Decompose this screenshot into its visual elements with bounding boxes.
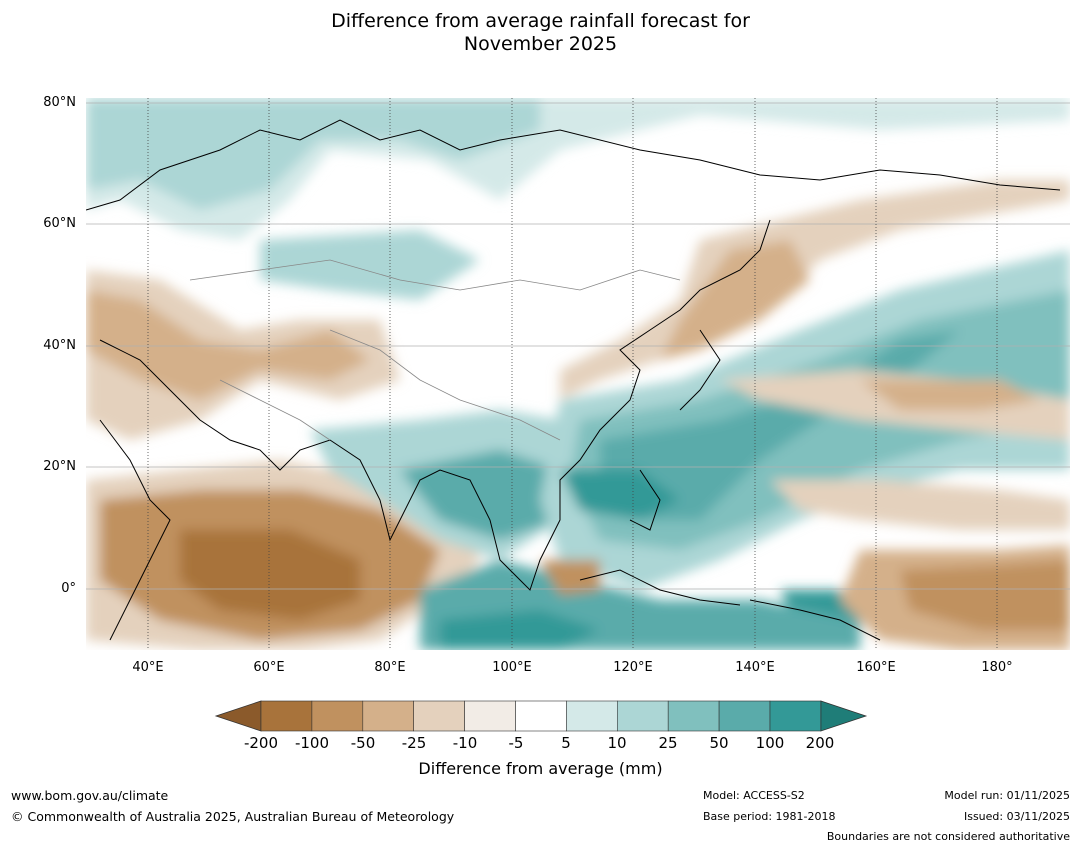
colorbar-swatch — [718, 700, 771, 732]
base-period-text: Base period: 1981-2018 — [703, 810, 836, 823]
colorbar-tick: 200 — [805, 734, 835, 752]
colorbar-tick: -50 — [350, 734, 376, 752]
colorbar-tick: 25 — [658, 734, 678, 752]
colorbar-label: Difference from average (mm) — [418, 759, 663, 778]
lat-label-0: 0° — [61, 581, 76, 596]
colorbar — [214, 700, 868, 732]
coastlines — [86, 119, 1061, 641]
colorbar-swatch — [413, 700, 465, 732]
title-line-1: Difference from average rainfall forecas… — [331, 10, 750, 32]
lon-label-80e: 80°E — [374, 660, 406, 675]
lon-label-60e: 60°E — [253, 660, 285, 675]
lon-label-160e: 160°E — [856, 660, 896, 675]
colorbar-swatch — [362, 700, 414, 732]
lon-label-120e: 120°E — [613, 660, 653, 675]
colorbar-extend-low — [214, 700, 262, 732]
longitude-gridlines — [147, 98, 998, 650]
colorbar-tick: -100 — [294, 734, 330, 752]
lon-label-180: 180° — [981, 660, 1013, 675]
colorbar-swatch — [769, 700, 822, 732]
colorbar-swatch — [515, 700, 567, 732]
map-fill — [86, 98, 1070, 650]
colorbar-tick: -25 — [401, 734, 427, 752]
lat-label-60n: 60°N — [43, 216, 76, 231]
lat-label-80n: 80°N — [43, 95, 76, 110]
lat-label-40n: 40°N — [43, 338, 76, 353]
colorbar-swatch — [616, 700, 669, 732]
disclaimer-text: Boundaries are not considered authoritat… — [826, 830, 1070, 843]
lon-label-140e: 140°E — [735, 660, 775, 675]
colorbar-swatch — [464, 700, 516, 732]
issued-text: Issued: 03/11/2025 — [963, 810, 1070, 823]
colorbar-tick: -10 — [452, 734, 478, 752]
model-run-text: Model run: 01/11/2025 — [944, 789, 1070, 802]
model-text: Model: ACCESS-S2 — [703, 789, 805, 802]
latitude-gridlines — [86, 102, 1070, 590]
colorbar-tick: 100 — [755, 734, 785, 752]
lat-label-20n: 20°N — [43, 459, 76, 474]
colorbar-swatch — [260, 700, 313, 732]
copyright-text: © Commonwealth of Australia 2025, Austra… — [11, 809, 455, 824]
colorbar-extend-high — [820, 700, 868, 732]
title-line-2: November 2025 — [463, 33, 618, 55]
lon-label-40e: 40°E — [132, 660, 164, 675]
colorbar-tick: -200 — [243, 734, 279, 752]
country-borders — [189, 259, 681, 441]
lon-label-100e: 100°E — [492, 660, 532, 675]
colorbar-swatch — [566, 700, 618, 732]
website-link[interactable]: www.bom.gov.au/climate — [11, 788, 169, 803]
colorbar-tick: 5 — [561, 734, 571, 752]
colorbar-tick: 10 — [607, 734, 627, 752]
colorbar-tick: -5 — [508, 734, 524, 752]
colorbar-swatch — [311, 700, 364, 732]
colorbar-tick: 50 — [709, 734, 729, 752]
map-title: Difference from average rainfall forecas… — [0, 10, 1081, 56]
colorbar-swatch — [667, 700, 720, 732]
